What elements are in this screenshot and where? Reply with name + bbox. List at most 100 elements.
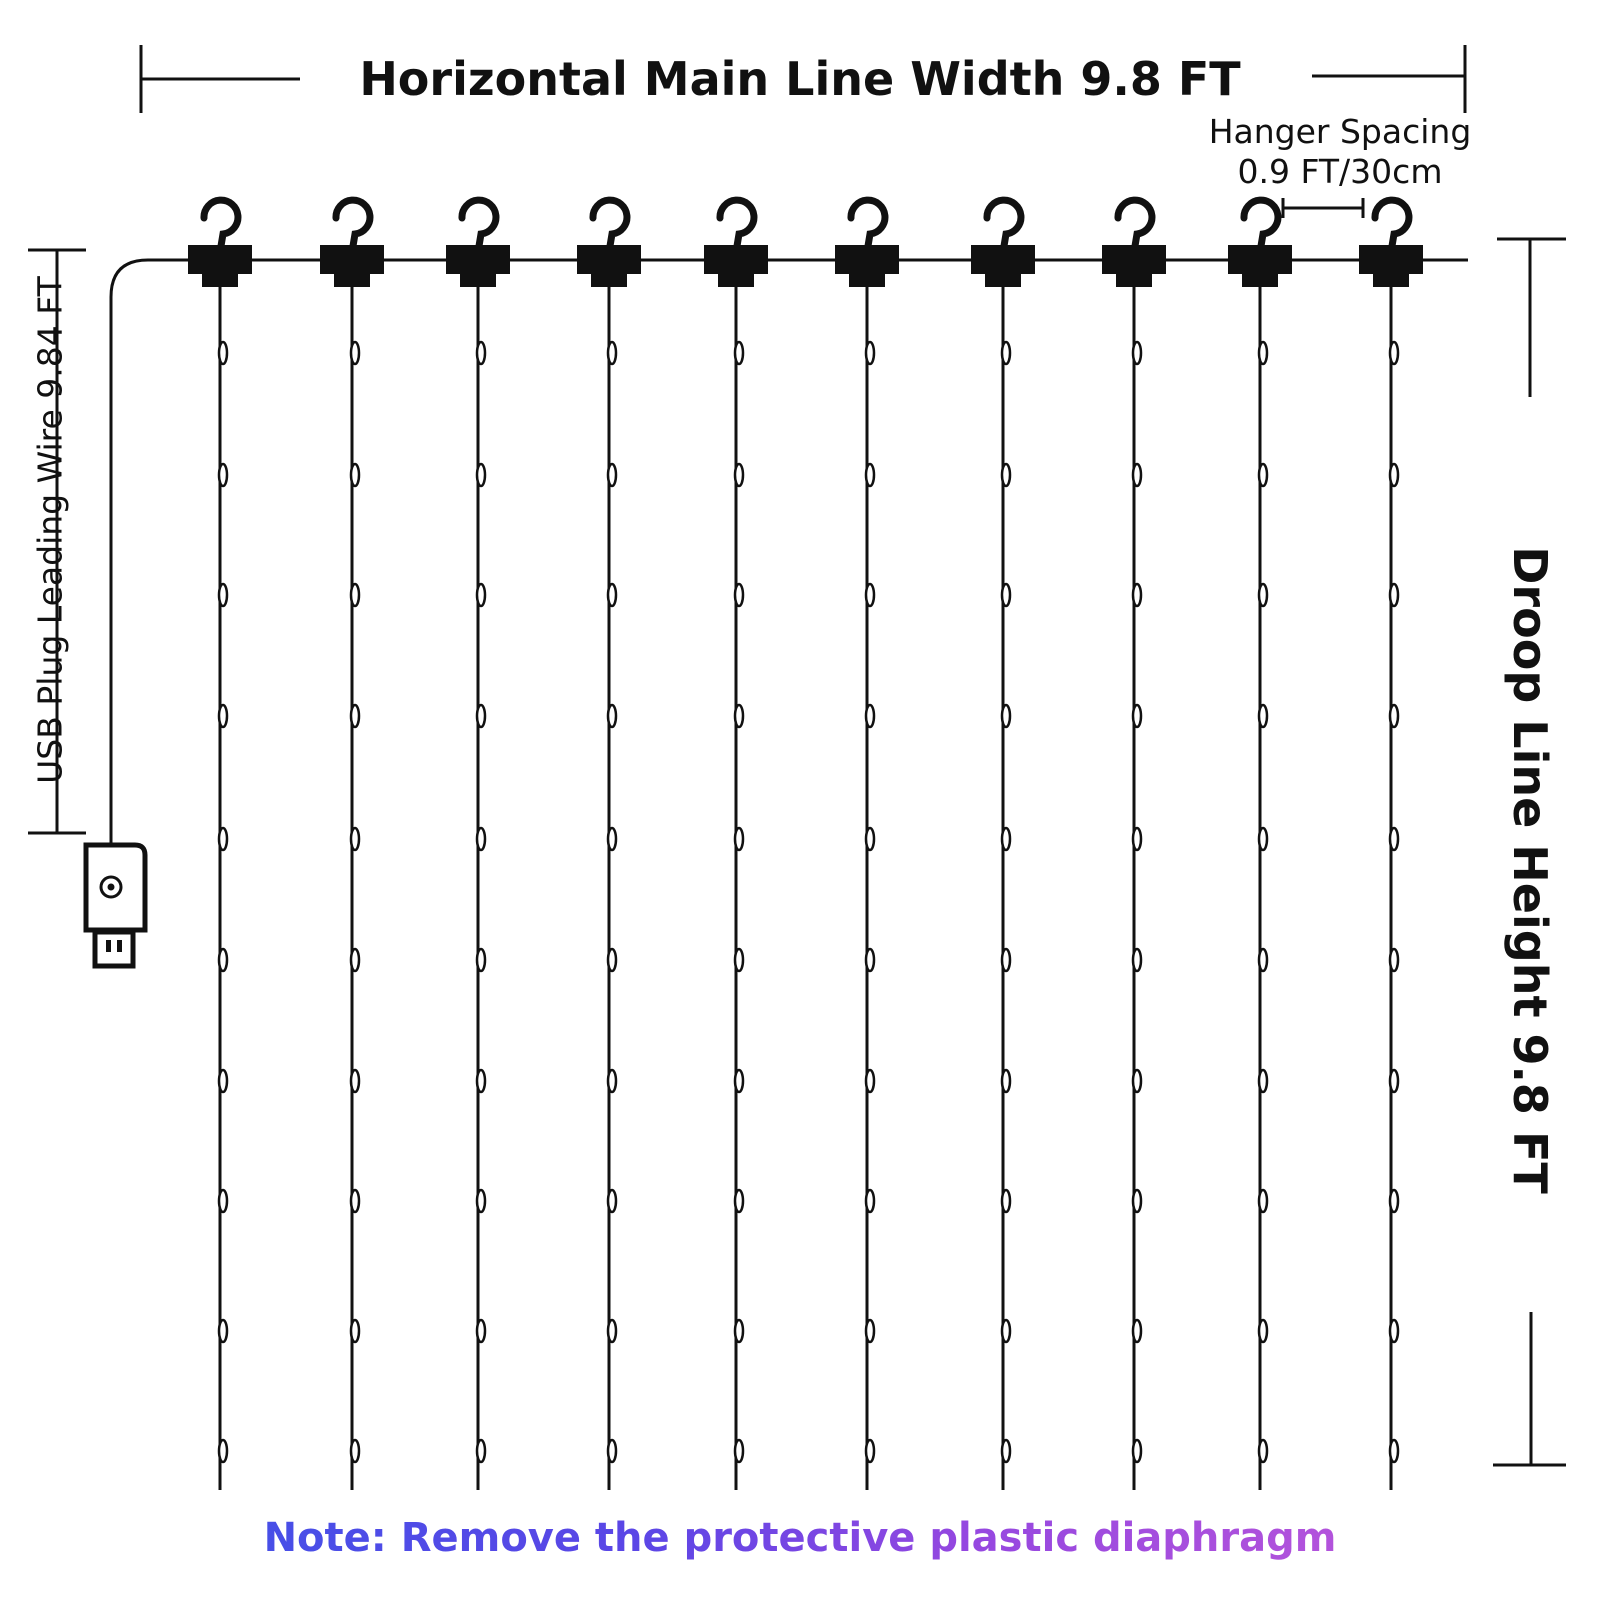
bulb-icon xyxy=(733,462,745,488)
bulb-icon xyxy=(349,703,361,729)
clip-icon xyxy=(1359,245,1423,287)
clip-icon xyxy=(971,245,1035,287)
bulb-icon xyxy=(733,826,745,852)
bulb-icon xyxy=(733,703,745,729)
bulb-icon xyxy=(475,1068,487,1094)
bulb-icon xyxy=(217,1068,229,1094)
bulb-icon xyxy=(1388,462,1400,488)
bulb-icon xyxy=(864,340,876,366)
bulb-icon xyxy=(606,1318,618,1344)
bulb-icon xyxy=(1257,1188,1269,1214)
note-body: Remove the protective plastic diaphragm xyxy=(400,1515,1337,1561)
main-line-width-title: Horizontal Main Line Width 9.8 FT xyxy=(359,52,1241,106)
bulb-icon xyxy=(1257,340,1269,366)
bulb-icon xyxy=(864,1188,876,1214)
light-strand xyxy=(971,196,1035,1490)
hook-icon xyxy=(589,196,631,256)
bulb-icon xyxy=(349,1438,361,1464)
bulb-icon xyxy=(1000,462,1012,488)
bulb-icon xyxy=(606,582,618,608)
light-strand xyxy=(835,196,899,1490)
bulb-icon xyxy=(349,826,361,852)
bulb-icon xyxy=(606,826,618,852)
bulb-icon xyxy=(1000,1188,1012,1214)
bulb-icon xyxy=(1388,947,1400,973)
light-strand xyxy=(1102,196,1166,1490)
bulb-icon xyxy=(475,462,487,488)
bulb-icon xyxy=(1257,1438,1269,1464)
bulb-icon xyxy=(606,703,618,729)
bulb-icon xyxy=(475,947,487,973)
bulb-icon xyxy=(475,826,487,852)
clip-icon xyxy=(577,245,641,287)
bulb-icon xyxy=(217,1188,229,1214)
bulb-icon xyxy=(606,1068,618,1094)
bulb-icon xyxy=(1000,1068,1012,1094)
bulb-icon xyxy=(864,826,876,852)
bulb-icon xyxy=(864,1318,876,1344)
bulb-icon xyxy=(1257,582,1269,608)
bulb-icon xyxy=(349,462,361,488)
main-horizontal-line xyxy=(109,258,1468,848)
hook-icon xyxy=(1371,196,1413,256)
bulb-icon xyxy=(1257,462,1269,488)
bulb-icon xyxy=(475,1438,487,1464)
bulb-icon xyxy=(475,1318,487,1344)
light-strand xyxy=(577,196,641,1490)
bulb-icon xyxy=(606,1438,618,1464)
bulb-icon xyxy=(475,703,487,729)
hanger-spacing-line2: 0.9 FT/30cm xyxy=(1237,152,1443,191)
bulb-icon xyxy=(1000,582,1012,608)
bulb-icon xyxy=(733,1318,745,1344)
bulb-icon xyxy=(217,1318,229,1344)
bulb-icon xyxy=(1131,1068,1143,1094)
bulb-icon xyxy=(864,582,876,608)
bulb-icon xyxy=(1257,826,1269,852)
clip-icon xyxy=(446,245,510,287)
bulb-icon xyxy=(1131,462,1143,488)
bulb-icon xyxy=(606,462,618,488)
bulb-icon xyxy=(1131,1318,1143,1344)
clip-icon xyxy=(1228,245,1292,287)
bulb-icon xyxy=(1131,340,1143,366)
bulb-icon xyxy=(1257,703,1269,729)
bulb-icon xyxy=(1000,1438,1012,1464)
bulb-icon xyxy=(1131,1188,1143,1214)
bulb-icon xyxy=(1388,1438,1400,1464)
bulb-icon xyxy=(349,1068,361,1094)
bulb-icon xyxy=(1257,1068,1269,1094)
bulb-icon xyxy=(733,340,745,366)
light-strand xyxy=(446,196,510,1490)
bulb-icon xyxy=(475,1188,487,1214)
clip-icon xyxy=(1102,245,1166,287)
bulb-icon xyxy=(217,582,229,608)
clip-icon xyxy=(320,245,384,287)
bulb-icon xyxy=(1131,1438,1143,1464)
light-strand xyxy=(188,196,252,1490)
hook-icon xyxy=(200,196,242,256)
bulb-icon xyxy=(349,1188,361,1214)
bulb-icon xyxy=(864,1438,876,1464)
bulb-icon xyxy=(1000,1318,1012,1344)
hook-icon xyxy=(716,196,758,256)
bulb-icon xyxy=(1257,947,1269,973)
note-prefix: Note: xyxy=(263,1515,401,1561)
bulb-icon xyxy=(606,1188,618,1214)
bulb-icon xyxy=(1388,826,1400,852)
light-strand xyxy=(1359,196,1423,1490)
usb-plug-icon xyxy=(83,842,148,969)
bulb-icon xyxy=(1131,582,1143,608)
bulb-icon xyxy=(733,582,745,608)
bulb-icon xyxy=(733,1438,745,1464)
bulb-icon xyxy=(733,947,745,973)
bulb-icon xyxy=(1131,826,1143,852)
bulb-icon xyxy=(217,462,229,488)
bulb-icon xyxy=(349,947,361,973)
bulb-icon xyxy=(475,340,487,366)
hanger-spacing-line1: Hanger Spacing xyxy=(1208,112,1472,151)
bulb-icon xyxy=(1388,1068,1400,1094)
bulb-icon xyxy=(1388,703,1400,729)
hook-icon xyxy=(1240,196,1282,256)
bulb-icon xyxy=(349,340,361,366)
